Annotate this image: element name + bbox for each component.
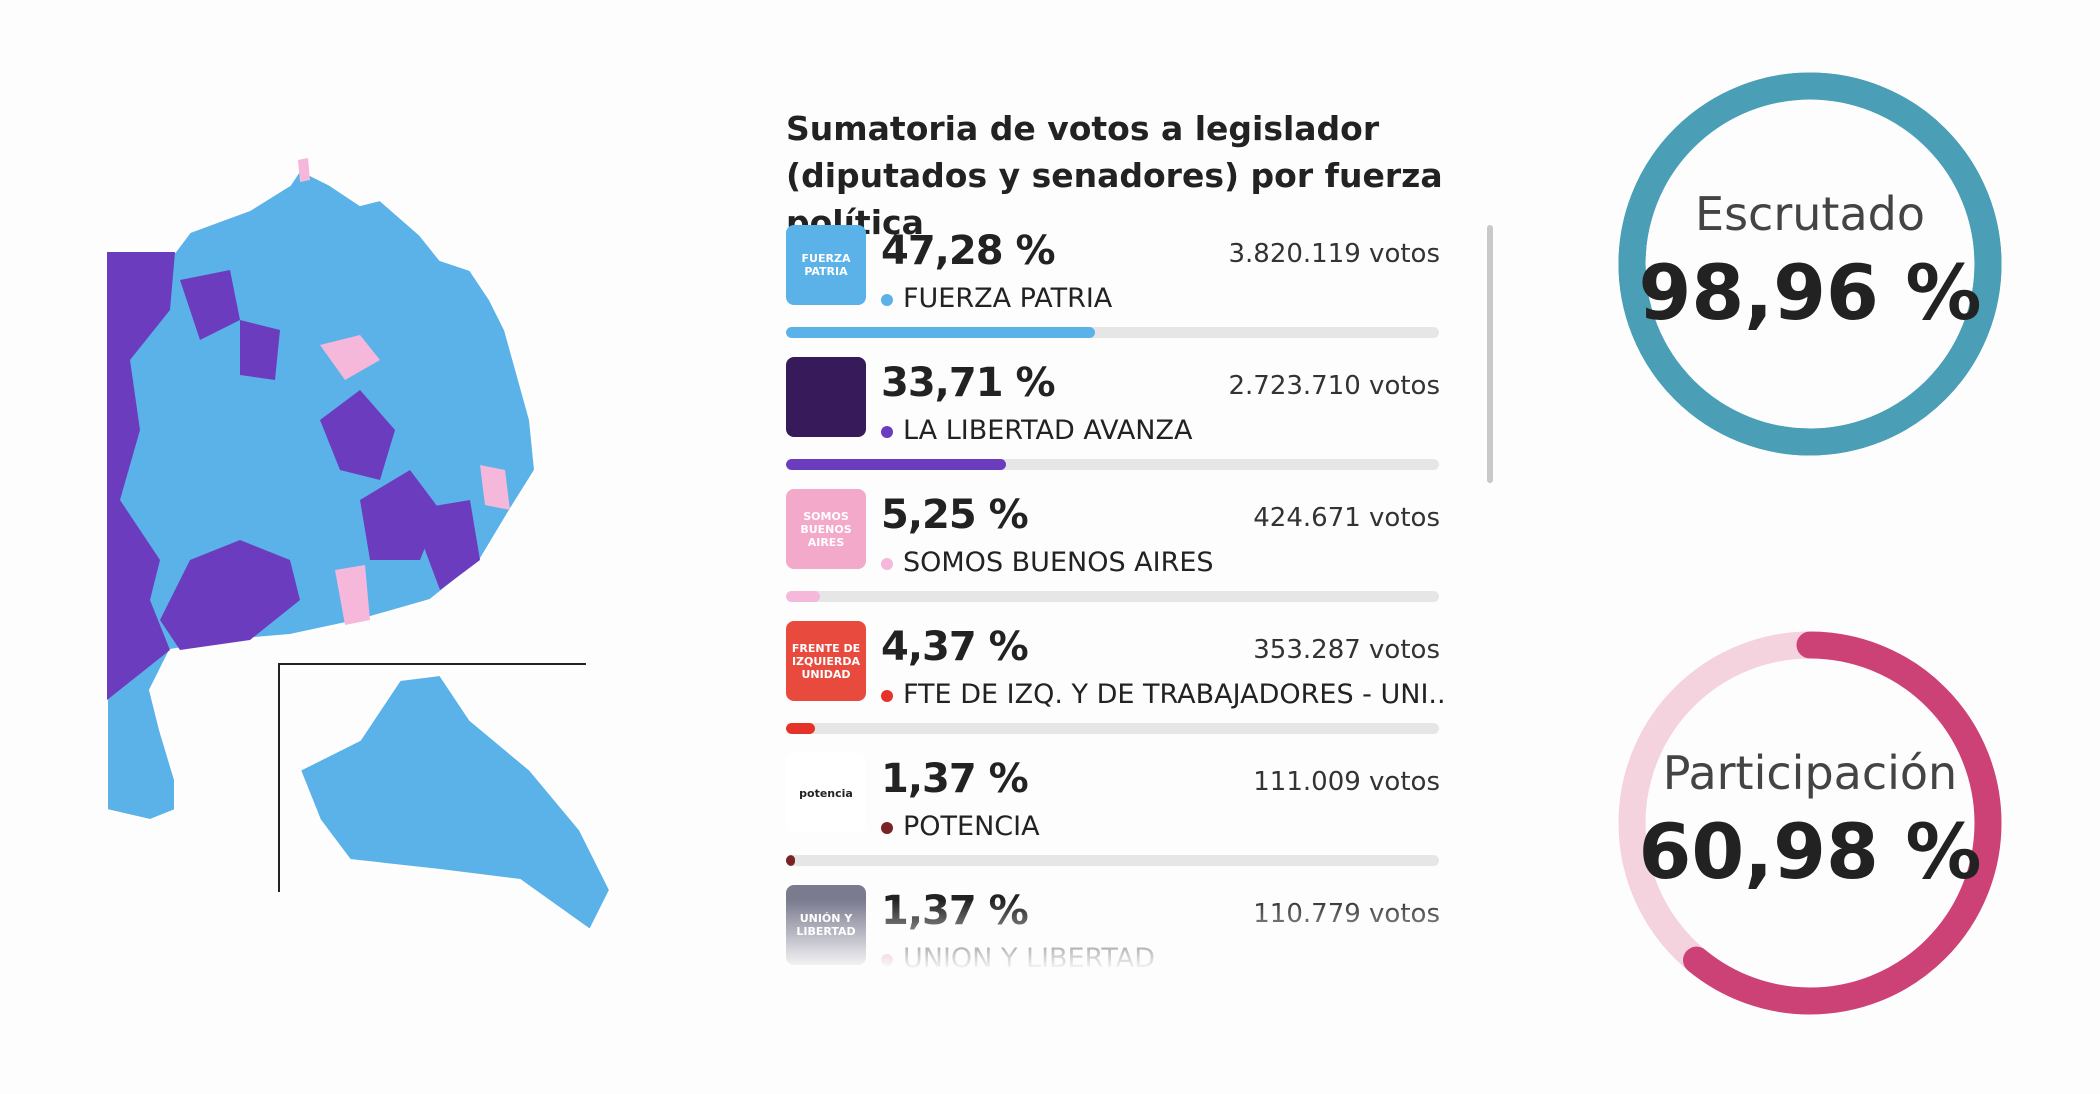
gauges: Escrutado 98,96 % Participación 60,98 % (1618, 72, 2002, 1015)
gauge-label: Participación (1663, 746, 1957, 800)
bar (786, 459, 1007, 470)
bar (786, 591, 821, 602)
logo-text: PATRIA (804, 265, 848, 278)
party-votes: 2.723.710 votos (1228, 371, 1440, 401)
logo-text: SOMOS (803, 509, 849, 523)
bar (786, 327, 1095, 338)
map-region (240, 320, 280, 380)
bar-track (786, 327, 1439, 338)
map-region (320, 390, 395, 480)
party-percent: 4,37 % (881, 624, 1029, 670)
party-votes: 3.820.119 votos (1228, 239, 1440, 269)
party-name-line: FUERZA PATRIA (881, 283, 1112, 314)
gauge-value: 60,98 % (1638, 807, 1981, 896)
inset-frame (278, 663, 586, 892)
party-dot (881, 293, 893, 306)
party-votes: 424.671 votos (1253, 503, 1440, 533)
party-name: POTENCIA (903, 811, 1040, 842)
map-region (320, 335, 380, 380)
party-dot (881, 557, 893, 570)
party-percent: 33,71 % (881, 360, 1056, 406)
party-row: potencia 1,37 % 111.009 votos POTENCIA (786, 753, 1440, 885)
party-row: SOMOS BUENOS AIRES 5,25 % 424.671 votos SOMO… (786, 489, 1440, 621)
party-logo (786, 357, 866, 437)
logo-text: BUENOS AIRES (800, 522, 852, 549)
party-name: FUERZA PATRIA (903, 283, 1113, 314)
party-logo: potencia (786, 753, 866, 833)
party-name: FTE DE IZQ. Y DE TRABAJADORES - UNI... (903, 679, 1446, 710)
party-row: FUERZA PATRIA 47,28 % 3.820.119 votos FUERZA… (786, 225, 1440, 357)
party-votes: 111.009 votos (1253, 767, 1440, 797)
bar (786, 723, 815, 734)
map (106, 158, 612, 932)
gauge-arc (1618, 72, 2002, 456)
logo-text: UNIDAD (801, 667, 851, 681)
party-name-line: SOMOS BUENOS AIRES (881, 547, 1214, 578)
party-votes: 353.287 votos (1253, 635, 1440, 665)
party-logo: SOMOS BUENOS AIRES (786, 489, 866, 569)
party-percent: 47,28 % (881, 228, 1056, 274)
map-region (298, 158, 310, 182)
bar-track (786, 855, 1439, 866)
scrollbar[interactable] (1487, 225, 1493, 483)
party-name: LA LIBERTAD AVANZA (903, 415, 1193, 446)
party-row: 33,71 % 2.723.710 votos LA LIBERTAD AVANZA (786, 357, 1440, 489)
map-region (360, 470, 440, 560)
party-logo: FRENTE DE IZQUIERDA UNIDAD (786, 621, 866, 701)
party-logo: FUERZA PATRIA (786, 225, 866, 305)
bar-track (786, 723, 1439, 734)
logo-text: FRENTE DE (791, 641, 861, 655)
logo-text: IZQUIERDA (791, 654, 861, 668)
logo-text: potencia (799, 786, 853, 800)
party-name-line: LA LIBERTAD AVANZA (881, 415, 1192, 446)
party-dot (881, 821, 893, 834)
map-region (480, 465, 510, 510)
map-region (335, 565, 370, 625)
party-percent: 5,25 % (881, 492, 1029, 538)
fade (786, 900, 1446, 971)
logo-text: FUERZA (801, 252, 851, 265)
bar (786, 855, 795, 866)
gauge-label: Escrutado (1695, 187, 1925, 241)
map-region (107, 252, 175, 700)
party-percent: 1,37 % (881, 756, 1029, 802)
gauge-value: 98,96 % (1638, 248, 1981, 337)
gauge-arc (1618, 631, 2002, 1015)
party-name-line: POTENCIA (881, 811, 1040, 842)
party-name-line: FTE DE IZQ. Y DE TRABAJADORES - UNI... (881, 679, 1446, 710)
party-dot (881, 425, 893, 438)
map-region (410, 500, 480, 590)
bar-track (786, 459, 1439, 470)
party-dot (881, 689, 893, 702)
map-inset (298, 673, 612, 932)
party-name: SOMOS BUENOS AIRES (903, 547, 1214, 578)
map-region (180, 270, 240, 340)
party-row: FRENTE DE IZQUIERDA UNIDAD 4,37 % 353.287 vo… (786, 621, 1446, 753)
bar-track (786, 591, 1439, 602)
party-list[interactable]: FUERZA PATRIA 47,28 % 3.820.119 votos FUERZA… (786, 225, 1446, 971)
map-region (160, 540, 300, 650)
